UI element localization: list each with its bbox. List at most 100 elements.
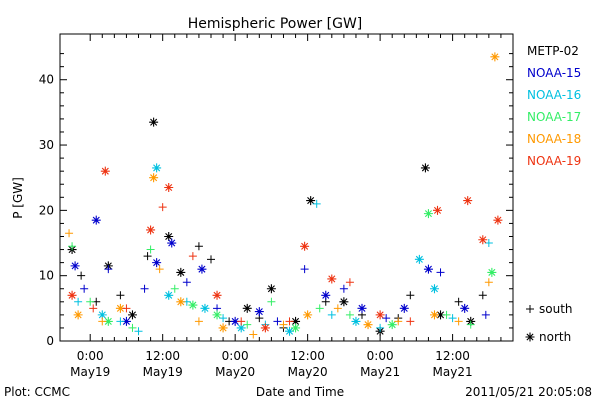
- noaa-17-north-point: [423, 209, 433, 219]
- noaa-16-north-point: [164, 290, 174, 300]
- y-tick-label: 20: [39, 203, 54, 217]
- legend-entry-noaa-16: NOAA-16: [527, 88, 581, 102]
- x-tick-date-label: May20: [288, 365, 328, 379]
- noaa-17-south-point: [466, 320, 475, 329]
- noaa-19-north-point: [260, 323, 270, 333]
- noaa-16-south-point: [74, 297, 83, 306]
- x-axis-label: Date and Time: [256, 385, 344, 399]
- noaa-18-north-point: [429, 310, 439, 320]
- noaa-15-north-point: [399, 303, 409, 313]
- noaa-18-north-point: [218, 323, 228, 333]
- noaa-19-north-point: [100, 166, 110, 176]
- metp-02-south-point: [406, 291, 415, 300]
- metp-02-south-point: [454, 297, 463, 306]
- noaa-17-north-point: [387, 320, 397, 330]
- noaa-16-north-point: [351, 316, 361, 326]
- noaa-16-north-point: [285, 326, 295, 336]
- noaa-15-south-point: [300, 265, 309, 274]
- noaa-16-south-point: [116, 317, 125, 326]
- legend-entry-noaa-15: NOAA-15: [527, 66, 581, 80]
- noaa-15-north-point: [230, 316, 240, 326]
- metp-02-north-point: [176, 267, 186, 277]
- legend-marker-label-north: north: [539, 330, 571, 344]
- noaa-15-south-point: [182, 278, 191, 287]
- x-tick-time-label: 0:00: [367, 349, 394, 363]
- metp-02-north-point: [420, 163, 430, 173]
- noaa-16-south-point: [134, 327, 143, 336]
- noaa-19-south-point: [406, 317, 415, 326]
- metp-02-north-point: [306, 196, 316, 206]
- noaa-19-north-point: [327, 274, 337, 284]
- x-tick-time-label: 0:00: [222, 349, 249, 363]
- noaa-19-north-point: [300, 241, 310, 251]
- noaa-19-south-point: [345, 278, 354, 287]
- noaa-15-north-point: [152, 258, 162, 268]
- legend-north-marker: [525, 332, 535, 342]
- x-tick-date-label: May20: [215, 365, 255, 379]
- noaa-16-south-point: [448, 314, 457, 323]
- noaa-17-south-point: [128, 323, 137, 332]
- noaa-17-south-point: [86, 297, 95, 306]
- noaa-15-south-point: [140, 284, 149, 293]
- legend-entry-noaa-17: NOAA-17: [527, 110, 581, 124]
- noaa-16-north-point: [429, 284, 439, 294]
- noaa-17-north-point: [487, 267, 497, 277]
- noaa-19-north-point: [146, 225, 156, 235]
- noaa-18-north-point: [73, 310, 83, 320]
- noaa-15-north-point: [91, 215, 101, 225]
- metp-02-north-point: [242, 303, 252, 313]
- noaa-15-north-point: [254, 307, 264, 317]
- metp-02-south-point: [207, 255, 215, 264]
- noaa-15-south-point: [104, 265, 113, 274]
- noaa-15-north-point: [460, 303, 470, 313]
- data-points: [65, 52, 535, 342]
- noaa-15-south-point: [339, 284, 348, 293]
- metp-02-south-point: [116, 291, 125, 300]
- y-tick-label: 30: [39, 138, 54, 152]
- x-tick-time-label: 12:00: [435, 349, 470, 363]
- plot-credit: Plot: CCMC: [4, 385, 70, 399]
- noaa-19-north-point: [375, 310, 385, 320]
- metp-02-north-point: [149, 117, 159, 127]
- noaa-19-north-point: [493, 215, 503, 225]
- noaa-18-north-point: [363, 320, 373, 330]
- noaa-17-south-point: [170, 284, 179, 293]
- legend-south-marker: [526, 305, 534, 313]
- x-tick-date-label: May21: [360, 365, 400, 379]
- legend-entry-metp-02: METP-02: [527, 44, 579, 58]
- plot-timestamp: 2011/05/21 20:05:08: [465, 385, 592, 399]
- legend-marker-label-south: south: [539, 302, 573, 316]
- metp-02-north-point: [164, 231, 174, 241]
- noaa-17-north-point: [291, 323, 301, 333]
- noaa-15-south-point: [80, 284, 89, 293]
- noaa-16-north-point: [414, 254, 424, 264]
- noaa-17-south-point: [146, 245, 155, 254]
- noaa-16-south-point: [376, 323, 385, 332]
- noaa-17-south-point: [68, 242, 77, 251]
- metp-02-north-point: [266, 284, 276, 294]
- noaa-18-south-point: [333, 304, 342, 313]
- noaa-17-south-point: [442, 310, 451, 319]
- metp-02-south-point: [194, 242, 203, 251]
- noaa-18-south-point: [65, 229, 74, 238]
- noaa-19-north-point: [164, 183, 174, 192]
- noaa-16-south-point: [312, 199, 321, 208]
- noaa-19-north-point: [67, 290, 77, 300]
- noaa-19-north-point: [478, 235, 488, 245]
- noaa-16-north-point: [236, 323, 246, 333]
- y-tick-label: 0: [46, 334, 54, 348]
- metp-02-north-point: [291, 316, 301, 326]
- noaa-17-north-point: [188, 300, 198, 310]
- x-tick-date-label: May19: [70, 365, 110, 379]
- metp-02-north-point: [436, 310, 446, 320]
- x-tick-date-label: May19: [143, 365, 183, 379]
- noaa-18-south-point: [155, 265, 164, 274]
- noaa-15-north-point: [121, 316, 131, 326]
- noaa-16-south-point: [484, 239, 493, 248]
- metp-02-north-point: [339, 297, 349, 307]
- noaa-19-north-point: [433, 205, 442, 215]
- plot-frame: [59, 33, 514, 342]
- plot-axes: 0 10 20 30 40 0:00 May19 12:00 May19 0:00 May20 12:…: [39, 33, 514, 379]
- noaa-17-south-point: [345, 310, 354, 319]
